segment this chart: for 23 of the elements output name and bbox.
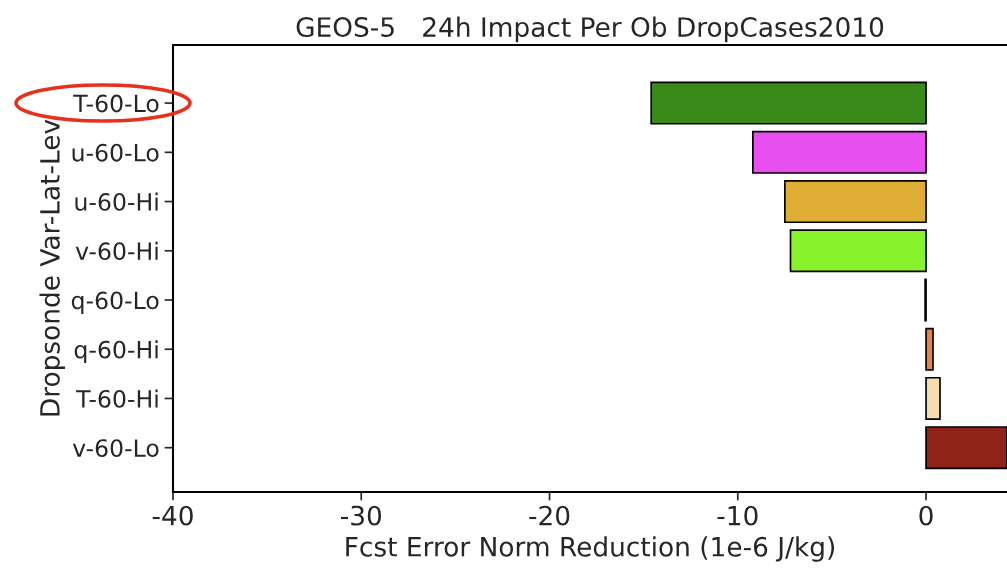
x-tick-label: 0 — [919, 505, 933, 526]
y-tick-label: v-60-Hi — [75, 241, 158, 261]
x-tick-label: -40 — [152, 505, 193, 526]
x-tick-label: -20 — [529, 505, 570, 526]
bar — [925, 327, 934, 371]
bar — [789, 229, 927, 273]
y-axis-title: Dropsonde Var-Lat-Lev — [39, 119, 65, 416]
y-tick-label: v-60-Lo — [72, 439, 159, 457]
bar — [650, 81, 927, 125]
y-tick-label: q-60-Hi — [74, 340, 158, 364]
bar — [925, 376, 941, 420]
x-tick-label: -30 — [341, 505, 382, 526]
bar — [925, 426, 1007, 470]
chart-title: GEOS-5 24h Impact Per Ob DropCases2010 — [296, 16, 884, 43]
y-tick-label: u-60-Hi — [75, 192, 158, 211]
y-tick-label: T-60-Hi — [76, 389, 158, 408]
y-tick-label: T-60-Lo — [73, 94, 159, 113]
x-tick-label: -10 — [717, 505, 758, 526]
x-axis-title: Fcst Error Norm Reduction (1e-6 J/kg) — [346, 536, 835, 562]
bar — [784, 180, 927, 224]
y-tick-label: u-60-Lo — [72, 143, 159, 162]
y-tick-label: q-60-Lo — [71, 291, 159, 314]
bar — [752, 130, 927, 174]
